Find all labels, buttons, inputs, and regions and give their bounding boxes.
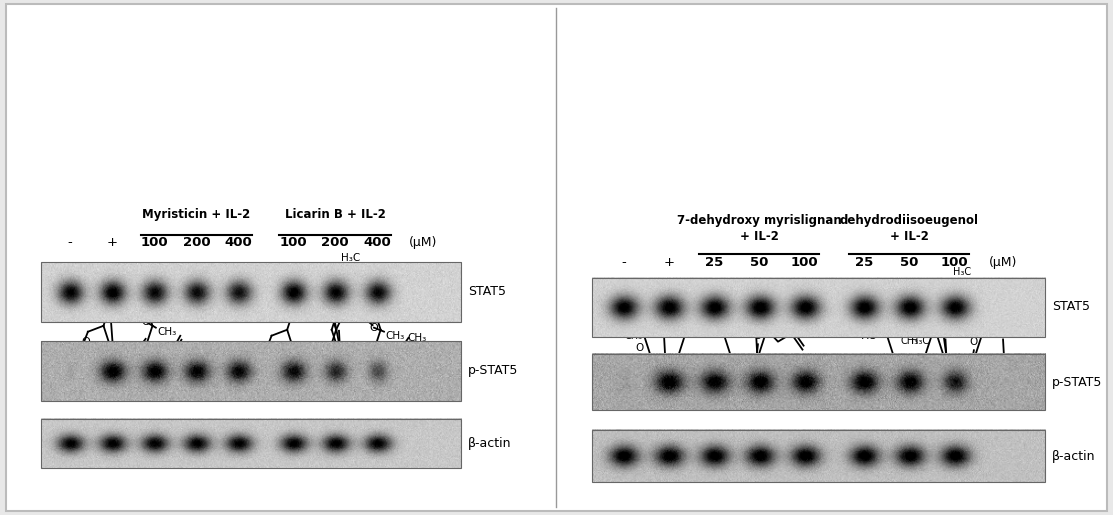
Text: CH₃: CH₃	[385, 331, 405, 340]
Text: 50: 50	[750, 256, 769, 269]
Bar	[41, 341, 462, 401]
Text: H₃C: H₃C	[953, 267, 971, 277]
Text: O: O	[141, 317, 150, 327]
Text: H₃C: H₃C	[912, 336, 929, 346]
Text: CH₃: CH₃	[733, 326, 751, 336]
Text: dehydrodiisoeugenol: dehydrodiisoeugenol	[839, 214, 978, 227]
Text: (μM): (μM)	[410, 236, 437, 249]
Text: +: +	[663, 256, 674, 269]
Text: O: O	[937, 299, 946, 309]
Text: 100: 100	[791, 256, 818, 269]
Text: H₃C: H₃C	[334, 273, 352, 283]
Text: O: O	[370, 323, 378, 333]
Bar	[41, 419, 462, 468]
Text: Licarin B + IL-2: Licarin B + IL-2	[285, 208, 385, 221]
Text: + IL-2: + IL-2	[740, 230, 779, 243]
Text: O: O	[277, 347, 286, 357]
Text: CH₃: CH₃	[756, 316, 774, 325]
Text: 400: 400	[363, 236, 391, 249]
Text: CH₃: CH₃	[975, 321, 993, 332]
Text: CH₃: CH₃	[624, 331, 642, 341]
Text: O: O	[344, 293, 353, 303]
Text: O: O	[969, 337, 978, 347]
Text: β-actin: β-actin	[467, 437, 511, 450]
Text: O: O	[731, 310, 740, 320]
Bar	[41, 262, 462, 322]
Text: 200: 200	[183, 236, 210, 249]
Text: CH₃: CH₃	[1021, 303, 1041, 313]
Text: Licarin B: Licarin B	[324, 428, 388, 441]
Text: 100: 100	[279, 236, 307, 249]
Text: STAT5: STAT5	[467, 285, 505, 298]
Text: CH₃: CH₃	[157, 327, 177, 337]
Text: O: O	[81, 337, 90, 347]
Text: CH₃: CH₃	[706, 291, 722, 301]
Text: HO: HO	[860, 331, 878, 341]
Text: 400: 400	[225, 236, 253, 249]
Text: Myristicin: Myristicin	[86, 428, 159, 441]
Text: HO: HO	[615, 325, 633, 335]
Text: 200: 200	[322, 236, 349, 249]
Text: CH₃: CH₃	[407, 333, 427, 343]
Text: (μM): (μM)	[988, 256, 1017, 269]
Bar	[592, 354, 1045, 410]
Text: O: O	[93, 342, 102, 353]
Text: 100: 100	[140, 236, 168, 249]
Text: STAT5: STAT5	[1052, 300, 1090, 314]
Text: 25: 25	[855, 256, 873, 269]
Text: -: -	[621, 256, 626, 269]
Text: + IL-2: + IL-2	[889, 230, 928, 243]
Text: 7-dehydroxy myrislignan: 7-dehydroxy myrislignan	[677, 214, 841, 227]
Text: CH₃: CH₃	[900, 336, 918, 346]
Text: H₃C: H₃C	[341, 253, 361, 263]
Text: 7-dehydroxy myrislignan: 7-dehydroxy myrislignan	[622, 434, 796, 448]
Text: O: O	[896, 320, 905, 330]
Text: O: O	[636, 343, 644, 353]
Text: p-STAT5: p-STAT5	[467, 364, 519, 376]
Text: β-actin: β-actin	[1052, 450, 1095, 462]
Bar	[592, 278, 1045, 337]
Text: -: -	[68, 236, 72, 249]
Text: 25: 25	[705, 256, 723, 269]
Text: 50: 50	[899, 256, 918, 269]
Text: p-STAT5: p-STAT5	[1052, 375, 1102, 389]
Bar	[592, 430, 1045, 483]
Text: O: O	[265, 340, 274, 351]
Text: dehydrodiisoeugenol: dehydrodiisoeugenol	[886, 434, 1033, 448]
Text: Myristicin + IL-2: Myristicin + IL-2	[142, 208, 250, 221]
Text: +: +	[107, 236, 118, 249]
Text: O: O	[754, 331, 762, 341]
Text: 100: 100	[940, 256, 968, 269]
